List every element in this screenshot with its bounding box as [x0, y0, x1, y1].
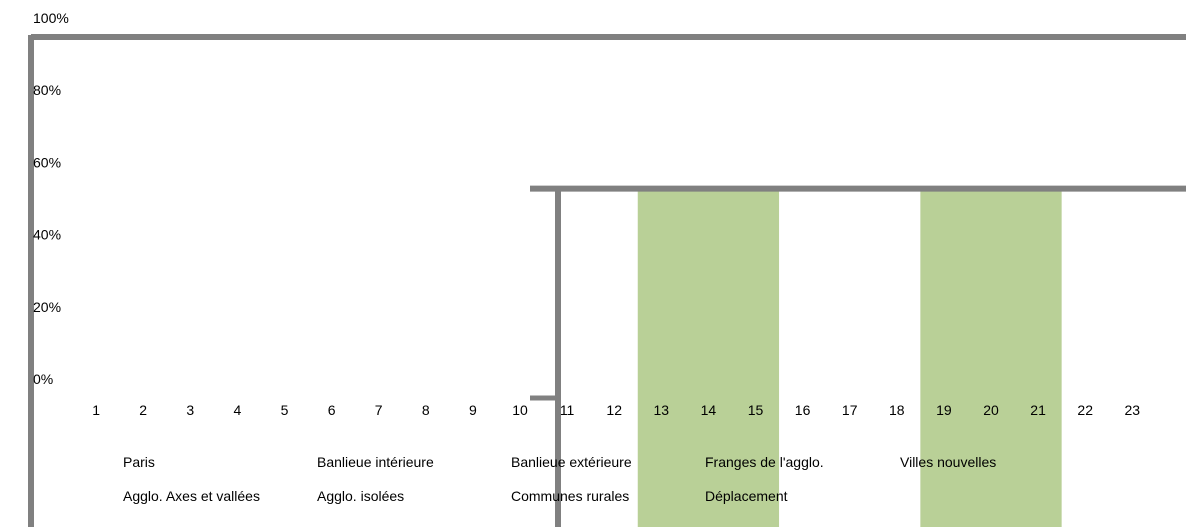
- y-axis: 0% 20% 40% 60% 80% 100%: [33, 10, 69, 387]
- x-axis: 1 2 3 4 5 6 7 8 9 10 11 12 13 14 15 16 17 18 19 20 21 22 23: [92, 402, 1140, 418]
- x-tick-label: 21: [1030, 402, 1046, 418]
- x-tick-label: 11: [560, 402, 575, 418]
- x-tick-label: 12: [606, 402, 622, 418]
- legend-item: Paris: [123, 454, 155, 470]
- x-tick-label: 15: [748, 402, 764, 418]
- x-tick-label: 17: [842, 402, 858, 418]
- x-tick-label: 19: [936, 402, 952, 418]
- y-tick-label: 40%: [33, 227, 61, 243]
- legend-item: Banlieue extérieure: [511, 454, 632, 470]
- highlight-bands: [637, 188, 1062, 527]
- guide-lines: [28, 34, 1186, 527]
- x-tick-label: 22: [1077, 402, 1093, 418]
- x-tick-label: 4: [234, 402, 242, 418]
- legend-item: Villes nouvelles: [900, 454, 996, 470]
- highlight-band-2: [920, 188, 1062, 527]
- y-tick-label: 0%: [33, 371, 53, 387]
- x-tick-label: 1: [92, 402, 100, 418]
- legend-item: Communes rurales: [511, 488, 629, 504]
- x-tick-label: 13: [654, 402, 670, 418]
- x-tick-label: 23: [1125, 402, 1141, 418]
- y-tick-label: 60%: [33, 154, 61, 170]
- x-tick-label: 2: [139, 402, 147, 418]
- y-tick-label: 100%: [33, 10, 69, 26]
- x-tick-label: 3: [186, 402, 194, 418]
- y-tick-label: 80%: [33, 82, 61, 98]
- legend-item: Franges de l'agglo.: [705, 454, 824, 470]
- legend-item: Déplacement: [705, 488, 788, 504]
- x-tick-label: 20: [983, 402, 999, 418]
- x-tick-label: 6: [328, 402, 336, 418]
- x-tick-label: 10: [512, 402, 528, 418]
- y-tick-label: 20%: [33, 299, 61, 315]
- x-tick-label: 5: [281, 402, 289, 418]
- x-tick-label: 16: [795, 402, 811, 418]
- legend: Paris Banlieue intérieure Banlieue extérie…: [123, 454, 996, 504]
- legend-item: Banlieue intérieure: [317, 454, 434, 470]
- x-tick-label: 7: [375, 402, 383, 418]
- x-tick-label: 9: [469, 402, 477, 418]
- legend-item: Agglo. isolées: [317, 488, 404, 504]
- x-tick-label: 8: [422, 402, 430, 418]
- x-tick-label: 18: [889, 402, 905, 418]
- highlight-band-1: [637, 188, 780, 527]
- legend-item: Agglo. Axes et vallées: [123, 488, 260, 504]
- x-tick-label: 14: [701, 402, 717, 418]
